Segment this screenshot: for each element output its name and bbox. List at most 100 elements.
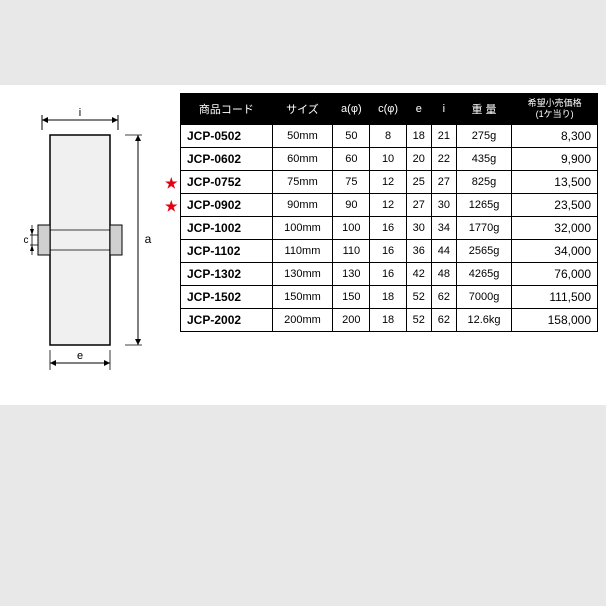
cell-code-text: JCP-0602 bbox=[187, 152, 241, 166]
table-row: ★JCP-090290mm901227301265g23,500 bbox=[181, 193, 598, 216]
cell-weight: 2565g bbox=[456, 239, 511, 262]
cell-c: 10 bbox=[370, 147, 406, 170]
cell-code-text: JCP-0752 bbox=[187, 175, 241, 189]
cell-price: 111,500 bbox=[512, 285, 598, 308]
cell-i: 48 bbox=[431, 262, 456, 285]
cell-price: 23,500 bbox=[512, 193, 598, 216]
cell-e: 18 bbox=[406, 124, 431, 147]
cell-a: 110 bbox=[333, 239, 370, 262]
cell-code-text: JCP-1102 bbox=[187, 244, 240, 258]
cell-code-text: JCP-1302 bbox=[187, 267, 241, 281]
cell-c: 16 bbox=[370, 216, 406, 239]
header-e: e bbox=[406, 94, 431, 125]
header-c: c(φ) bbox=[370, 94, 406, 125]
cell-size: 130mm bbox=[272, 262, 333, 285]
diagram-label-e: e bbox=[77, 350, 83, 362]
cell-a: 200 bbox=[333, 308, 370, 331]
header-weight: 重 量 bbox=[456, 94, 511, 125]
spec-table: 商品コード サイズ a(φ) c(φ) e i 重 量 希望小売価格 (1ケ当り… bbox=[180, 93, 598, 332]
cell-price: 34,000 bbox=[512, 239, 598, 262]
cell-i: 22 bbox=[431, 147, 456, 170]
cell-i: 34 bbox=[431, 216, 456, 239]
cell-code: JCP-1002 bbox=[181, 216, 273, 239]
technical-diagram: i c bbox=[20, 105, 160, 385]
cell-code-text: JCP-1002 bbox=[187, 221, 241, 235]
cell-e: 42 bbox=[406, 262, 431, 285]
star-icon: ★ bbox=[165, 175, 178, 192]
header-code: 商品コード bbox=[181, 94, 273, 125]
cell-c: 18 bbox=[370, 308, 406, 331]
cell-size: 75mm bbox=[272, 170, 333, 193]
cell-size: 90mm bbox=[272, 193, 333, 216]
cell-price: 9,900 bbox=[512, 147, 598, 170]
table-row: JCP-1002 100mm1001630341770g32,000 bbox=[181, 216, 598, 239]
table-row: JCP-1302130mm1301642484265g76,000 bbox=[181, 262, 598, 285]
cell-price: 76,000 bbox=[512, 262, 598, 285]
cell-price: 8,300 bbox=[512, 124, 598, 147]
cell-code-text: JCP-0902 bbox=[187, 198, 241, 212]
cell-a: 130 bbox=[333, 262, 370, 285]
table-row: JCP-1102110mm1101636442565g34,000 bbox=[181, 239, 598, 262]
cell-c: 18 bbox=[370, 285, 406, 308]
cell-price: 158,000 bbox=[512, 308, 598, 331]
cell-price: 13,500 bbox=[512, 170, 598, 193]
cell-a: 75 bbox=[333, 170, 370, 193]
cell-code: ★JCP-0902 bbox=[181, 193, 273, 216]
cell-size: 200mm bbox=[272, 308, 333, 331]
cell-i: 44 bbox=[431, 239, 456, 262]
cell-c: 16 bbox=[370, 239, 406, 262]
table-header-row: 商品コード サイズ a(φ) c(φ) e i 重 量 希望小売価格 (1ケ当り… bbox=[181, 94, 598, 125]
cell-i: 21 bbox=[431, 124, 456, 147]
table-row: JCP-1502150mm1501852627000g111,500 bbox=[181, 285, 598, 308]
cell-weight: 7000g bbox=[456, 285, 511, 308]
header-size: サイズ bbox=[272, 94, 333, 125]
cell-code: JCP-0602 bbox=[181, 147, 273, 170]
cell-price: 32,000 bbox=[512, 216, 598, 239]
cell-code: ★JCP-0752 bbox=[181, 170, 273, 193]
diagram-label-i: i bbox=[79, 107, 81, 119]
diagram-label-c: c bbox=[24, 235, 29, 246]
cell-c: 8 bbox=[370, 124, 406, 147]
cell-size: 100mm bbox=[272, 216, 333, 239]
cell-weight: 275g bbox=[456, 124, 511, 147]
cell-weight: 435g bbox=[456, 147, 511, 170]
diagram-label-a: a bbox=[145, 232, 152, 246]
content-panel: i c bbox=[0, 85, 606, 405]
cell-e: 27 bbox=[406, 193, 431, 216]
cell-code: JCP-2002 bbox=[181, 308, 273, 331]
cell-e: 52 bbox=[406, 308, 431, 331]
diagram-area: i c bbox=[0, 85, 180, 405]
cell-size: 60mm bbox=[272, 147, 333, 170]
cell-i: 62 bbox=[431, 308, 456, 331]
cell-a: 90 bbox=[333, 193, 370, 216]
cell-c: 16 bbox=[370, 262, 406, 285]
cell-code-text: JCP-0502 bbox=[187, 129, 241, 143]
cell-weight: 12.6kg bbox=[456, 308, 511, 331]
cell-code: JCP-1302 bbox=[181, 262, 273, 285]
cell-e: 36 bbox=[406, 239, 431, 262]
cell-size: 150mm bbox=[272, 285, 333, 308]
cell-code-text: JCP-2002 bbox=[187, 313, 241, 327]
cell-i: 62 bbox=[431, 285, 456, 308]
cell-size: 50mm bbox=[272, 124, 333, 147]
header-a: a(φ) bbox=[333, 94, 370, 125]
cell-c: 12 bbox=[370, 170, 406, 193]
table-row: JCP-2002 200mm20018526212.6kg158,000 bbox=[181, 308, 598, 331]
cell-i: 27 bbox=[431, 170, 456, 193]
table-row: JCP-0502 50mm5081821275g8,300 bbox=[181, 124, 598, 147]
cell-e: 25 bbox=[406, 170, 431, 193]
header-price: 希望小売価格 (1ケ当り) bbox=[512, 94, 598, 125]
cell-a: 50 bbox=[333, 124, 370, 147]
spec-table-area: 商品コード サイズ a(φ) c(φ) e i 重 量 希望小売価格 (1ケ当り… bbox=[180, 85, 606, 405]
cell-a: 150 bbox=[333, 285, 370, 308]
cell-weight: 1770g bbox=[456, 216, 511, 239]
cell-e: 30 bbox=[406, 216, 431, 239]
cell-a: 60 bbox=[333, 147, 370, 170]
cell-code: JCP-1502 bbox=[181, 285, 273, 308]
cell-c: 12 bbox=[370, 193, 406, 216]
cell-i: 30 bbox=[431, 193, 456, 216]
cell-a: 100 bbox=[333, 216, 370, 239]
table-row: JCP-060260mm60102022435g9,900 bbox=[181, 147, 598, 170]
cell-code-text: JCP-1502 bbox=[187, 290, 241, 304]
header-price-main: 希望小売価格 bbox=[528, 98, 582, 108]
